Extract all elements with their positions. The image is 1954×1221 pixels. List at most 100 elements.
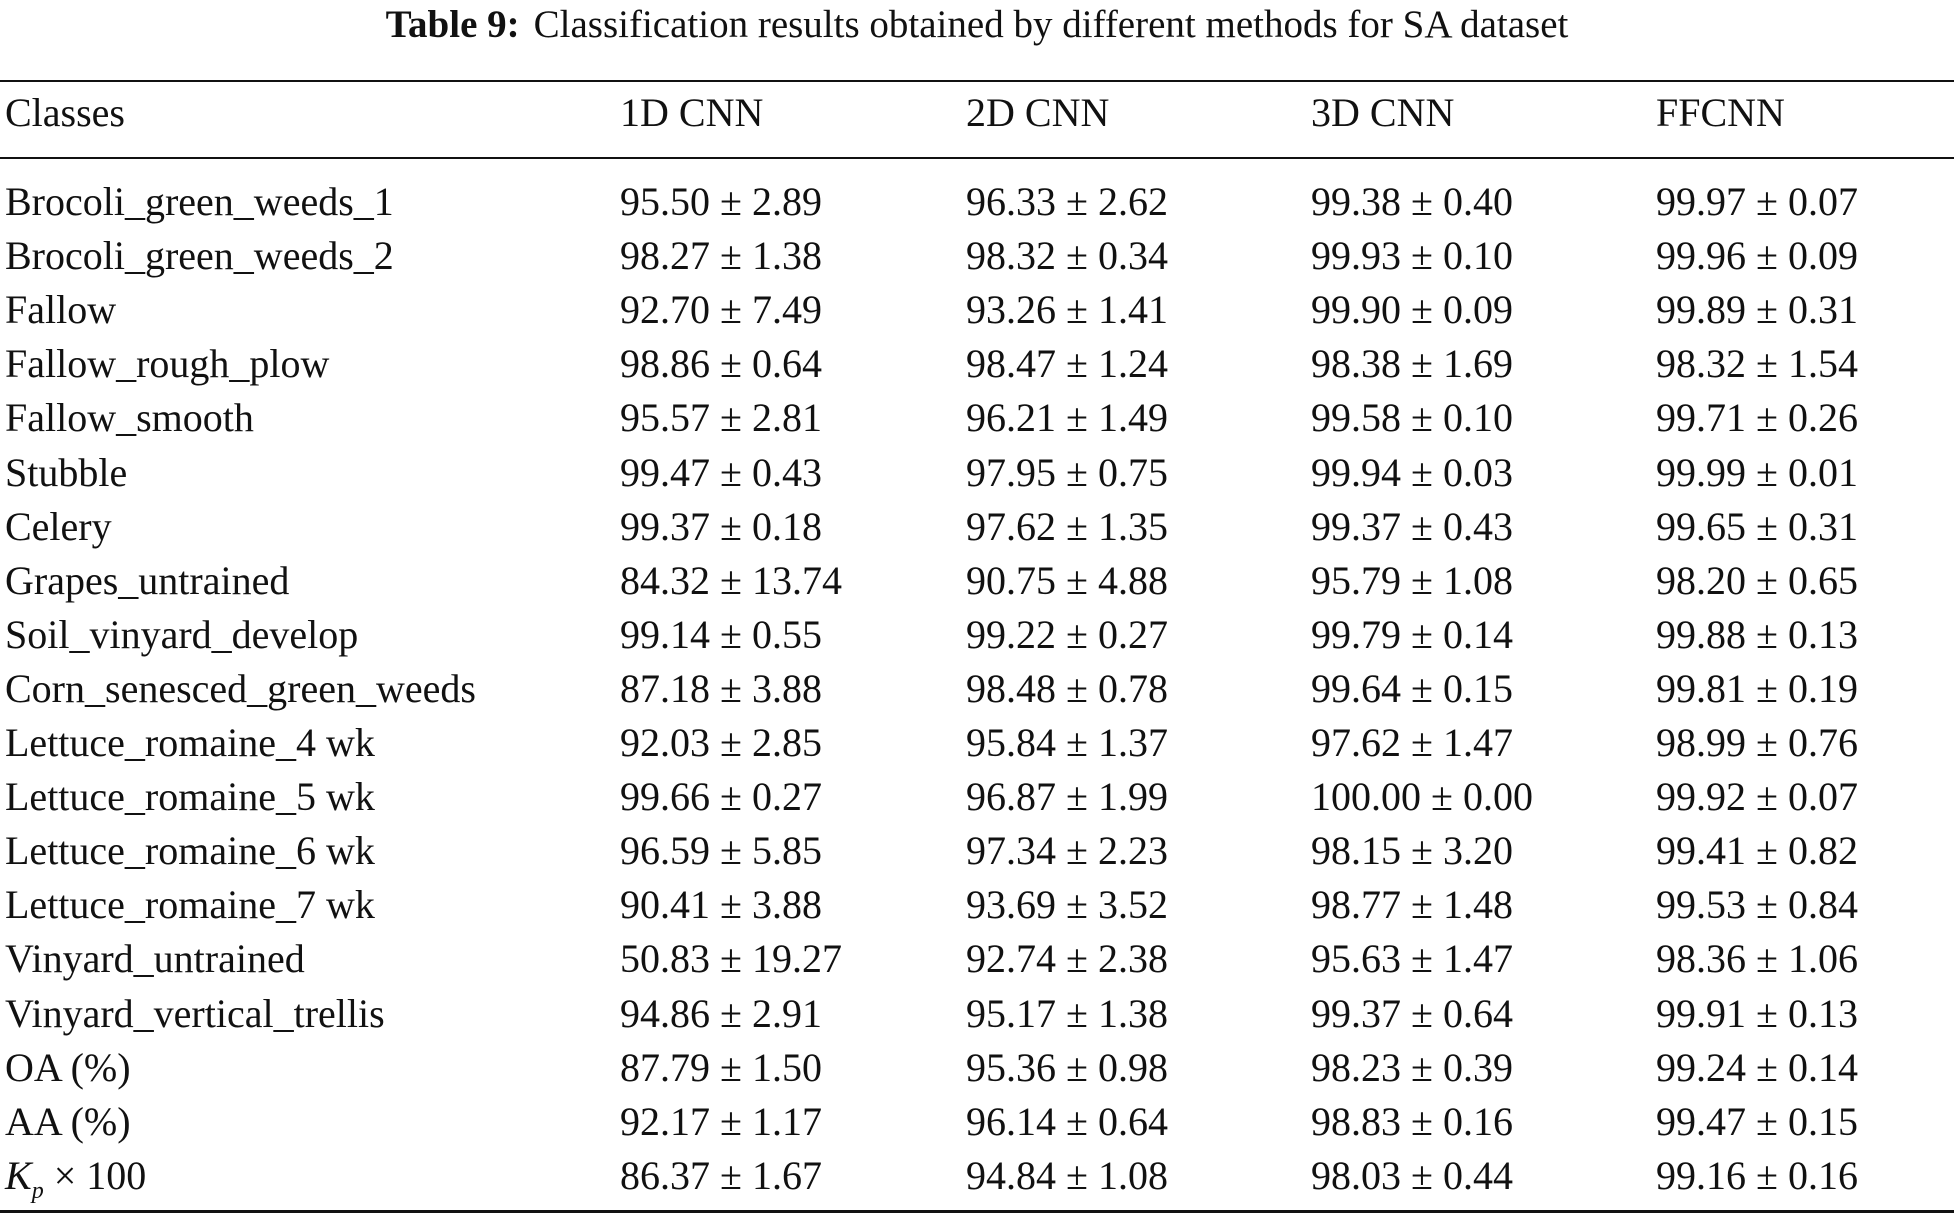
table-cell: 95.36 ± 0.98 xyxy=(966,1044,1168,1090)
table-cell: 99.99 ± 0.01 xyxy=(1656,449,1858,495)
header-cell: Classes xyxy=(5,90,125,135)
table-cell: 92.03 ± 2.85 xyxy=(620,720,822,765)
top-rule xyxy=(0,80,1954,82)
table-row: Fallow_smooth 95.57 ± 2.81 96.21 ± 1.49 99.… xyxy=(0,391,1954,445)
table-cell: 99.65 ± 0.31 xyxy=(1656,503,1858,549)
kappa-symbol: K xyxy=(5,1152,32,1198)
header-row: Classes 1D CNN 2D CNN 3D CNN FFCNN xyxy=(0,86,1954,140)
table-row: Lettuce_romaine_4 wk 92.03 ± 2.85 95.84 ± … xyxy=(0,716,1954,770)
table-cell: 96.59 ± 5.85 xyxy=(620,828,822,874)
table-cell: 99.24 ± 0.14 xyxy=(1656,1044,1858,1090)
table-cell: 50.83 ± 19.27 xyxy=(620,936,842,982)
row-label: Lettuce_romaine_5 wk xyxy=(5,774,375,820)
table-row: Brocoli_green_weeds_1 95.50 ± 2.89 96.33 ±… xyxy=(0,175,1954,229)
table-cell: 99.37 ± 0.43 xyxy=(1311,503,1513,549)
table-cell: 90.75 ± 4.88 xyxy=(966,557,1168,603)
table-cell: 98.27 ± 1.38 xyxy=(620,233,822,279)
table-cell: 98.38 ± 1.69 xyxy=(1311,341,1513,387)
row-label: Kp × 100 xyxy=(5,1149,146,1218)
row-label: Brocoli_green_weeds_1 xyxy=(5,179,394,224)
row-label: Corn_senesced_green_weeds xyxy=(5,665,476,711)
row-label: Brocoli_green_weeds_2 xyxy=(5,233,394,279)
table-cell: 97.34 ± 2.23 xyxy=(966,828,1168,874)
row-label: Grapes_untrained xyxy=(5,557,290,603)
row-label: Stubble xyxy=(5,449,128,495)
table-cell: 99.37 ± 0.64 xyxy=(1311,990,1513,1036)
table-row: Grapes_untrained 84.32 ± 13.74 90.75 ± 4.8… xyxy=(0,554,1954,608)
table-cell: 95.17 ± 1.38 xyxy=(966,990,1168,1036)
table-cell: 96.33 ± 2.62 xyxy=(966,179,1168,224)
table-cell: 99.16 ± 0.16 xyxy=(1656,1152,1858,1198)
table-cell: 99.47 ± 0.43 xyxy=(620,449,822,495)
table-cell: 99.89 ± 0.31 xyxy=(1656,287,1858,333)
table-cell: 98.47 ± 1.24 xyxy=(966,341,1168,387)
table-cell: 99.94 ± 0.03 xyxy=(1311,449,1513,495)
table-row-kappa: Kp × 100 86.37 ± 1.67 94.84 ± 1.08 98.03… xyxy=(0,1149,1954,1204)
table-cell: 90.41 ± 3.88 xyxy=(620,882,822,928)
table-cell: 95.57 ± 2.81 xyxy=(620,395,822,441)
table-row: Fallow_rough_plow 98.86 ± 0.64 98.47 ± 1.2… xyxy=(0,337,1954,391)
header-cell: 3D CNN xyxy=(1311,90,1455,135)
table-cell: 99.91 ± 0.13 xyxy=(1656,990,1858,1036)
table-cell: 87.18 ± 3.88 xyxy=(620,665,822,711)
table-cell: 99.14 ± 0.55 xyxy=(620,611,822,657)
table-row: Lettuce_romaine_5 wk 99.66 ± 0.27 96.87 ± … xyxy=(0,770,1954,824)
table-caption: Table 9: Classification results obtained … xyxy=(0,0,1954,50)
table-cell: 99.64 ± 0.15 xyxy=(1311,665,1513,711)
table-row: Vinyard_vertical_trellis 94.86 ± 2.91 95.1… xyxy=(0,987,1954,1041)
table-cell: 94.84 ± 1.08 xyxy=(966,1152,1168,1198)
table-row: OA (%) 87.79 ± 1.50 95.36 ± 0.98 98.23 ± 0.… xyxy=(0,1041,1954,1095)
header-cell: FFCNN xyxy=(1656,90,1785,135)
table-row: Vinyard_untrained 50.83 ± 19.27 92.74 ± 2.… xyxy=(0,932,1954,986)
table-cell: 97.62 ± 1.47 xyxy=(1311,720,1513,765)
table-cell: 93.69 ± 3.52 xyxy=(966,882,1168,928)
table-cell: 100.00 ± 0.00 xyxy=(1311,774,1533,820)
row-label: AA (%) xyxy=(5,1098,131,1144)
table-cell: 87.79 ± 1.50 xyxy=(620,1044,822,1090)
header-cell: 2D CNN xyxy=(966,90,1110,135)
table-row: Fallow 92.70 ± 7.49 93.26 ± 1.41 99.90 ± 0.… xyxy=(0,283,1954,337)
table-cell: 92.17 ± 1.17 xyxy=(620,1098,822,1144)
table-row: Brocoli_green_weeds_2 98.27 ± 1.38 98.32 ±… xyxy=(0,229,1954,283)
table-cell: 98.86 ± 0.64 xyxy=(620,341,822,387)
table-cell: 96.87 ± 1.99 xyxy=(966,774,1168,820)
table-row: Celery 99.37 ± 0.18 97.62 ± 1.35 99.37 ± 0.… xyxy=(0,500,1954,554)
row-label: Lettuce_romaine_4 wk xyxy=(5,720,375,765)
row-label: Fallow_smooth xyxy=(5,395,254,441)
kappa-subscript: p xyxy=(31,1177,44,1204)
table-cell: 99.92 ± 0.07 xyxy=(1656,774,1858,820)
table-cell: 99.88 ± 0.13 xyxy=(1656,611,1858,657)
table-cell: 99.97 ± 0.07 xyxy=(1656,179,1858,224)
table-cell: 99.66 ± 0.27 xyxy=(620,774,822,820)
table-cell: 98.48 ± 0.78 xyxy=(966,665,1168,711)
row-label: Soil_vinyard_develop xyxy=(5,611,359,657)
table-row: Stubble 99.47 ± 0.43 97.95 ± 0.75 99.94 ± 0… xyxy=(0,446,1954,500)
table-cell: 99.53 ± 0.84 xyxy=(1656,882,1858,928)
kappa-suffix: × 100 xyxy=(43,1152,147,1198)
table-cell: 92.70 ± 7.49 xyxy=(620,287,822,333)
table-row: Lettuce_romaine_7 wk 90.41 ± 3.88 93.69 ± … xyxy=(0,878,1954,932)
table-cell: 99.38 ± 0.40 xyxy=(1311,179,1513,224)
table-cell: 98.23 ± 0.39 xyxy=(1311,1044,1513,1090)
table-cell: 99.22 ± 0.27 xyxy=(966,611,1168,657)
row-label: OA (%) xyxy=(5,1044,131,1090)
row-label: Lettuce_romaine_7 wk xyxy=(5,882,375,928)
table-cell: 98.77 ± 1.48 xyxy=(1311,882,1513,928)
row-label: Fallow xyxy=(5,287,117,333)
bottom-rule xyxy=(0,1210,1954,1213)
header-rule xyxy=(0,157,1954,159)
table-cell: 98.32 ± 0.34 xyxy=(966,233,1168,279)
table-cell: 94.86 ± 2.91 xyxy=(620,990,822,1036)
table-cell: 98.36 ± 1.06 xyxy=(1656,936,1858,982)
table-cell: 99.37 ± 0.18 xyxy=(620,503,822,549)
row-label: Fallow_rough_plow xyxy=(5,341,330,387)
row-label: Celery xyxy=(5,503,112,549)
table-row: Corn_senesced_green_weeds 87.18 ± 3.88 98.… xyxy=(0,662,1954,716)
row-label: Vinyard_vertical_trellis xyxy=(5,990,385,1036)
table-cell: 93.26 ± 1.41 xyxy=(966,287,1168,333)
table-cell: 99.71 ± 0.26 xyxy=(1656,395,1858,441)
table-cell: 98.32 ± 1.54 xyxy=(1656,341,1858,387)
table-row: Soil_vinyard_develop 99.14 ± 0.55 99.22 ± … xyxy=(0,608,1954,662)
row-label: Vinyard_untrained xyxy=(5,936,305,982)
table-cell: 97.95 ± 0.75 xyxy=(966,449,1168,495)
